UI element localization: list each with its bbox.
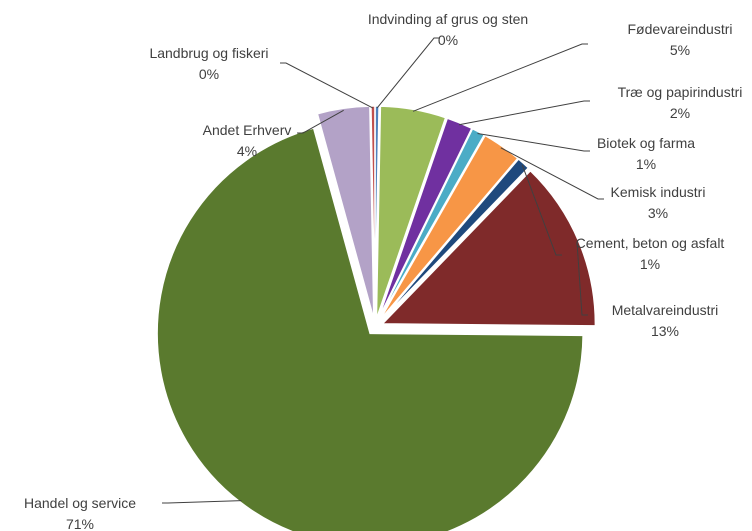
leader-line-6 — [576, 242, 588, 316]
leader-line-5 — [521, 164, 562, 256]
slice-percent-5: 1% — [640, 256, 660, 272]
slice-percent-0: 0% — [438, 32, 458, 48]
slice-label-3: Biotek og farma — [597, 135, 695, 151]
slice-label-9: Landbrug og fiskeri — [149, 45, 268, 61]
leader-line-4 — [500, 147, 604, 200]
pie-slice-7 — [156, 127, 584, 531]
leader-line-9 — [280, 62, 374, 109]
pie-slice-4 — [378, 134, 519, 321]
slice-label-1: Fødevareindustri — [627, 21, 732, 37]
slice-percent-1: 5% — [670, 42, 690, 58]
slice-percent-2: 2% — [670, 105, 690, 121]
slice-labels: Indvinding af grus og sten 0% Fødevareindu… — [24, 11, 742, 531]
pie-slice-9 — [370, 105, 376, 320]
pie-slices — [156, 105, 597, 531]
slice-percent-3: 1% — [636, 156, 656, 172]
slice-label-5: Cement, beton og asfalt — [576, 235, 725, 251]
slice-percent-8: 4% — [237, 143, 257, 159]
slice-label-6: Metalvareindustri — [612, 302, 719, 318]
leader-line-7 — [162, 500, 242, 504]
slice-percent-9: 0% — [199, 66, 219, 82]
pie-slice-2 — [377, 117, 473, 320]
slice-label-8: Andet Erhverv — [203, 122, 292, 138]
leader-lines — [162, 37, 604, 504]
leader-line-1 — [412, 43, 588, 112]
pie-slice-5 — [379, 157, 530, 322]
slice-percent-6: 13% — [651, 323, 679, 339]
slice-label-4: Kemisk industri — [611, 184, 706, 200]
pie-slice-6 — [380, 169, 597, 327]
leader-line-2 — [458, 100, 590, 126]
slice-percent-7: 71% — [66, 516, 94, 531]
pie-slice-1 — [375, 105, 447, 320]
slice-percent-4: 3% — [648, 205, 668, 221]
leader-line-8 — [297, 109, 344, 134]
slice-label-7: Handel og service — [24, 495, 136, 511]
leader-line-3 — [477, 132, 590, 152]
slice-label-2: Træ og papirindustri — [618, 84, 743, 100]
slice-label-0: Indvinding af grus og sten — [368, 11, 528, 27]
leader-line-0 — [376, 37, 440, 109]
